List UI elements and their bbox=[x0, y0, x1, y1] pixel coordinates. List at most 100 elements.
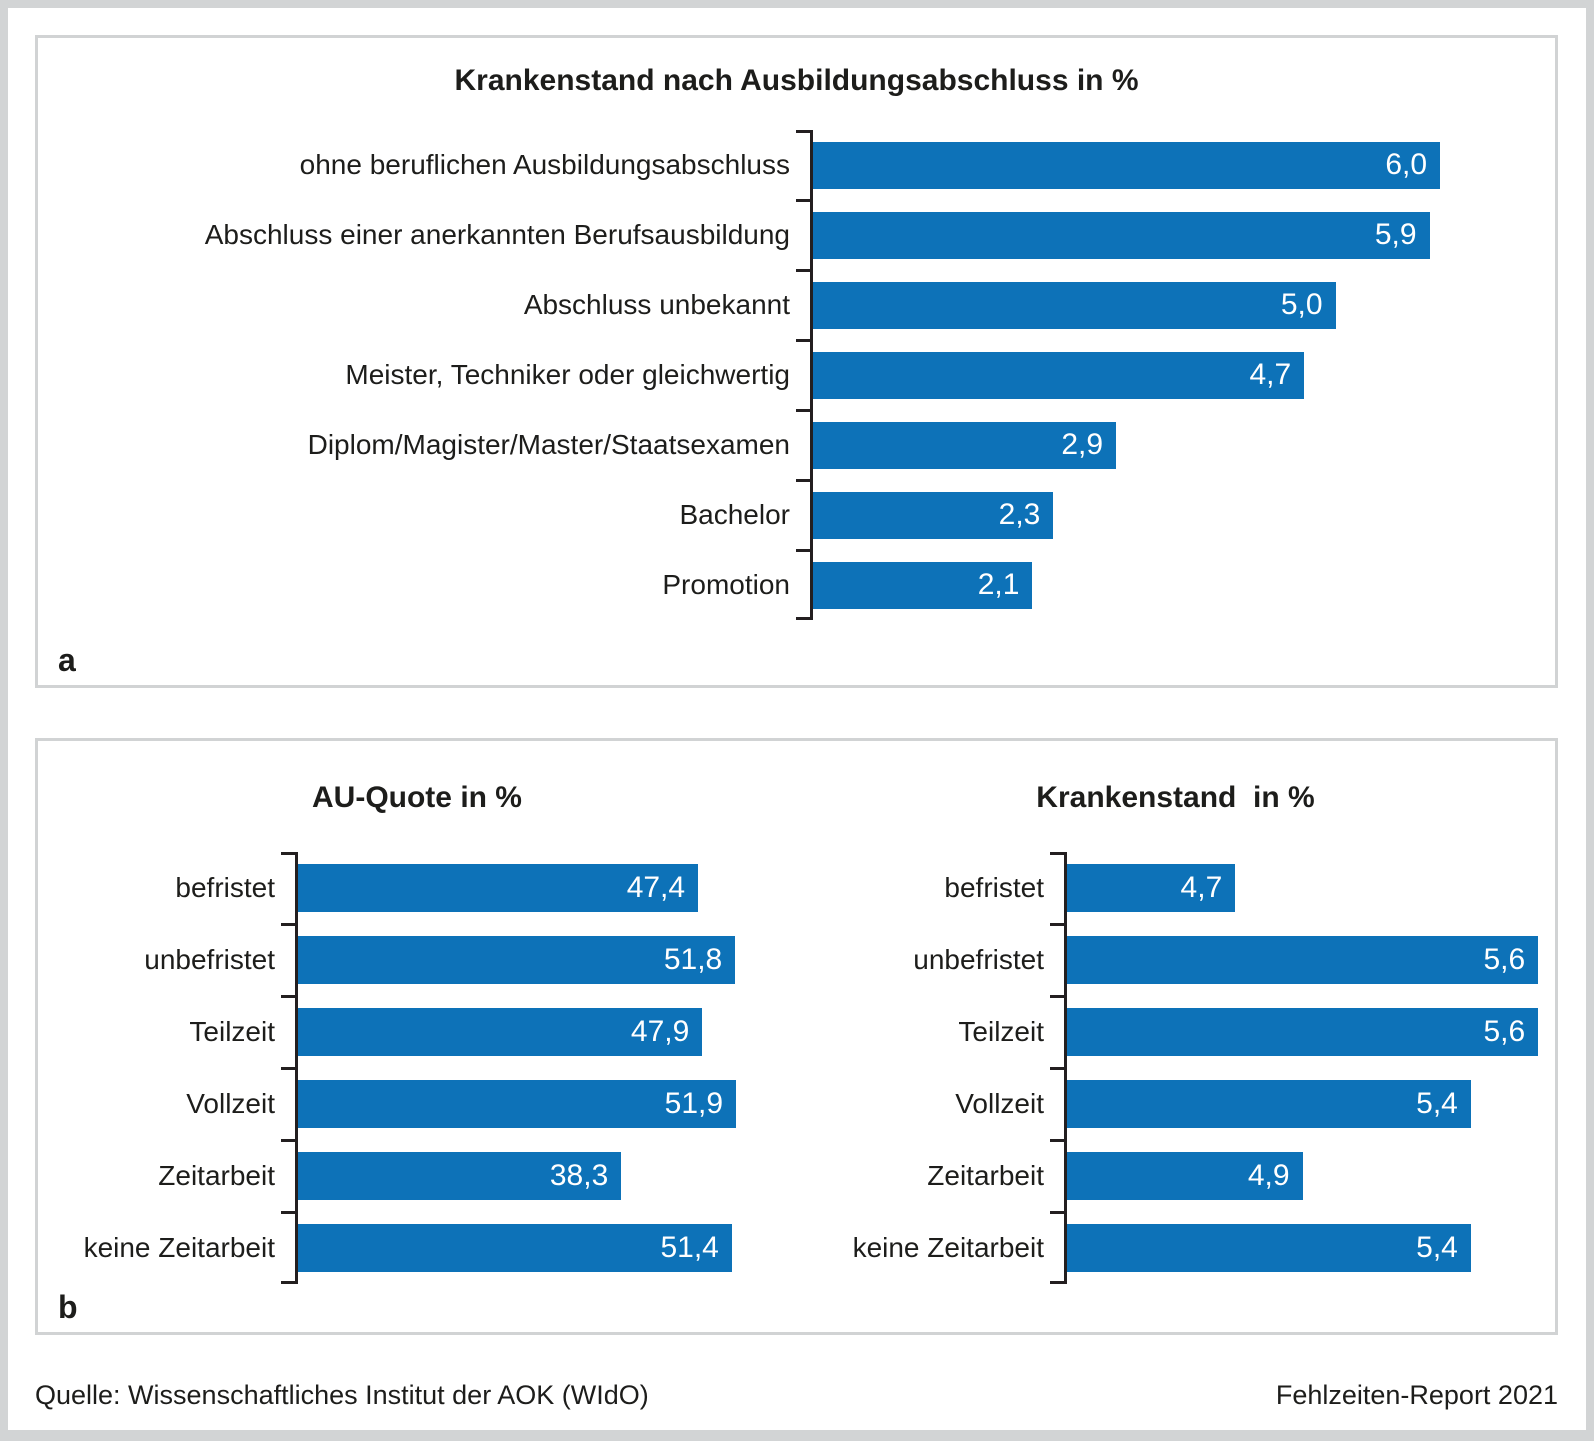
bar-row: befristet 4,7 bbox=[796, 852, 1555, 924]
bar-track: 4,9 bbox=[1064, 1140, 1555, 1212]
category-label: Abschluss einer anerkannten Berufsausbil… bbox=[204, 219, 790, 250]
bar-row: Zeitarbeit 38,3 bbox=[38, 1140, 796, 1212]
axis-tick bbox=[281, 1139, 295, 1142]
category-label: Bachelor bbox=[679, 499, 790, 530]
bar: 38,3 bbox=[298, 1152, 622, 1200]
chart-krankenstand-beschaeftigung: befristet 4,7 unbefristet 5,6 Teilzeit 5,6 Vol… bbox=[796, 852, 1555, 1284]
value-label: 5,0 bbox=[1280, 288, 1323, 321]
category-label: Meister, Techniker oder gleichwertig bbox=[345, 359, 790, 390]
value-label: 4,7 bbox=[1180, 871, 1223, 904]
bar-track: 5,4 bbox=[1064, 1068, 1555, 1140]
category-label: Zeitarbeit bbox=[158, 1160, 275, 1191]
bar-track: 47,9 bbox=[295, 996, 796, 1068]
source-note: Quelle: Wissenschaftliches Institut der … bbox=[35, 1380, 649, 1410]
bar-track: 5,0 bbox=[810, 270, 1555, 340]
category-label: Promotion bbox=[662, 569, 790, 600]
bar-row: ohne beruflichen Ausbildungsabschluss 6,0 bbox=[38, 130, 1555, 200]
bar-row: Promotion 2,1 bbox=[38, 550, 1555, 620]
bar-row: Bachelor 2,3 bbox=[38, 480, 1555, 550]
bar-row: Abschluss einer anerkannten Berufsausbil… bbox=[38, 200, 1555, 270]
value-label: 5,6 bbox=[1483, 1015, 1526, 1048]
axis-tick bbox=[796, 199, 810, 202]
bar: 47,4 bbox=[298, 864, 699, 912]
bar: 51,9 bbox=[298, 1080, 737, 1128]
bar-track: 5,4 bbox=[1064, 1212, 1555, 1284]
bar-row: keine Zeitarbeit 5,4 bbox=[796, 1212, 1555, 1284]
axis-tick bbox=[796, 339, 810, 342]
axis-tick bbox=[796, 130, 810, 133]
bar-track: 5,6 bbox=[1064, 996, 1555, 1068]
category-label: Teilzeit bbox=[958, 1016, 1044, 1047]
value-label: 51,9 bbox=[664, 1087, 724, 1120]
bar-row: befristet 47,4 bbox=[38, 852, 796, 924]
chart-a-title: Krankenstand nach Ausbildungsabschluss i… bbox=[454, 64, 1139, 97]
bar-track: 51,9 bbox=[295, 1068, 796, 1140]
axis-tick bbox=[796, 479, 810, 482]
category-label: Abschluss unbekannt bbox=[523, 289, 790, 320]
bar-track: 2,1 bbox=[810, 550, 1555, 620]
value-label: 38,3 bbox=[549, 1159, 609, 1192]
axis-tick bbox=[1050, 1067, 1064, 1070]
chart-krankenstand-ausbildungsabschluss: ohne beruflichen Ausbildungsabschluss 6,0… bbox=[38, 130, 1555, 620]
category-label: Teilzeit bbox=[189, 1016, 275, 1047]
value-label: 51,4 bbox=[660, 1231, 719, 1264]
bar-row: unbefristet 5,6 bbox=[796, 924, 1555, 996]
bar: 47,9 bbox=[298, 1008, 703, 1056]
bar: 2,9 bbox=[813, 421, 1117, 469]
value-label: 47,9 bbox=[630, 1015, 690, 1048]
category-label: keine Zeitarbeit bbox=[83, 1232, 275, 1263]
axis-tick bbox=[1050, 1139, 1064, 1142]
axis-tick bbox=[281, 1067, 295, 1070]
bar-row: Vollzeit 5,4 bbox=[796, 1068, 1555, 1140]
bar-row: Vollzeit 51,9 bbox=[38, 1068, 796, 1140]
value-label: 2,1 bbox=[977, 568, 1020, 601]
axis-tick bbox=[796, 269, 810, 272]
axis-tick bbox=[281, 852, 295, 855]
bar: 5,4 bbox=[1067, 1224, 1471, 1272]
value-label: 5,6 bbox=[1483, 943, 1526, 976]
value-label: 5,4 bbox=[1416, 1231, 1458, 1264]
axis-tick bbox=[281, 923, 295, 926]
chart-au-quote: befristet 47,4 unbefristet 51,8 Teilzeit 47,9… bbox=[38, 852, 796, 1284]
panel-b: AU-Quote in % Krankenstand in % befriste… bbox=[35, 738, 1558, 1335]
bar: 5,9 bbox=[813, 211, 1430, 259]
bar: 4,7 bbox=[1067, 864, 1236, 912]
bar-track: 4,7 bbox=[1064, 852, 1555, 924]
bar-track: 4,7 bbox=[810, 340, 1555, 410]
panel-a: Krankenstand nach Ausbildungsabschluss i… bbox=[35, 35, 1558, 688]
report-note: Fehlzeiten-Report 2021 bbox=[1275, 1380, 1558, 1410]
bar-track: 2,9 bbox=[810, 410, 1555, 480]
category-label: Vollzeit bbox=[186, 1088, 275, 1119]
bar: 51,4 bbox=[298, 1224, 732, 1272]
value-label: 4,9 bbox=[1247, 1159, 1290, 1192]
bar-row: unbefristet 51,8 bbox=[38, 924, 796, 996]
axis-tick bbox=[1050, 1211, 1064, 1214]
value-label: 5,4 bbox=[1416, 1087, 1458, 1120]
figure-footer: Quelle: Wissenschaftliches Institut der … bbox=[35, 1380, 1558, 1411]
bar: 5,6 bbox=[1067, 1008, 1539, 1056]
value-label: 2,3 bbox=[998, 498, 1041, 531]
bar-track: 2,3 bbox=[810, 480, 1555, 550]
bar-row: Teilzeit 47,9 bbox=[38, 996, 796, 1068]
bar-track: 51,4 bbox=[295, 1212, 796, 1284]
bar-row: Abschluss unbekannt 5,0 bbox=[38, 270, 1555, 340]
panel-b-letter: b bbox=[58, 1289, 78, 1325]
bar-row: Teilzeit 5,6 bbox=[796, 996, 1555, 1068]
bar-row: keine Zeitarbeit 51,4 bbox=[38, 1212, 796, 1284]
category-label: befristet bbox=[175, 872, 275, 903]
axis-tick bbox=[281, 1211, 295, 1214]
bar-track: 5,6 bbox=[1064, 924, 1555, 996]
value-label: 2,9 bbox=[1061, 428, 1104, 461]
value-label: 4,7 bbox=[1249, 358, 1292, 391]
bar-track: 51,8 bbox=[295, 924, 796, 996]
category-label: unbefristet bbox=[144, 944, 275, 975]
category-label: Diplom/Magister/Master/Staatsexamen bbox=[307, 429, 790, 460]
category-label: befristet bbox=[944, 872, 1044, 903]
bar: 4,7 bbox=[813, 351, 1305, 399]
bar-track: 47,4 bbox=[295, 852, 796, 924]
chart-au-quote-title: AU-Quote in % bbox=[312, 781, 522, 814]
bar-track: 38,3 bbox=[295, 1140, 796, 1212]
bar: 6,0 bbox=[813, 141, 1441, 189]
value-label: 47,4 bbox=[626, 871, 686, 904]
